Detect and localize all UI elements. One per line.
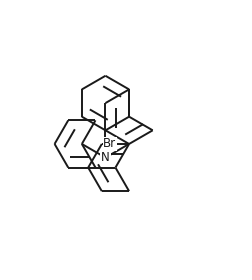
Text: N: N <box>101 151 110 164</box>
Text: Br: Br <box>103 137 116 150</box>
